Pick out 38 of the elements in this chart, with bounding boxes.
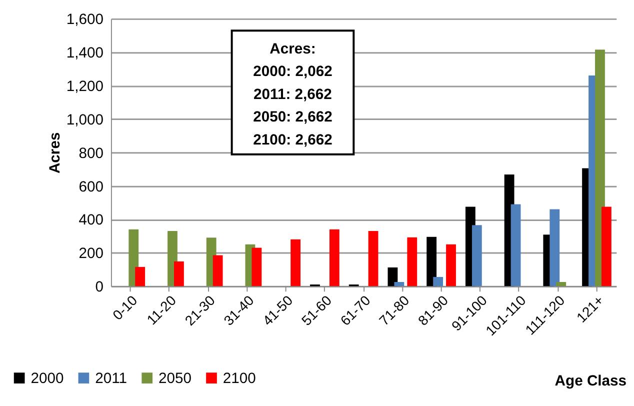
bar (290, 239, 300, 286)
legend-label: 2011 (95, 370, 128, 387)
bar (602, 206, 612, 286)
bar (510, 204, 521, 286)
bar (433, 276, 443, 286)
annotation: 2000: 2,062 (253, 64, 332, 80)
legend-label: 2050 (158, 370, 192, 387)
bar (407, 237, 418, 286)
y-tick-label: 600 (78, 179, 104, 196)
y-tick-label: 0 (95, 280, 104, 296)
bar (135, 266, 146, 286)
x-tick-label: 0-10 (109, 292, 140, 324)
y-tick-label: 200 (78, 246, 104, 262)
bar (329, 229, 340, 286)
y-tick-label: 1,400 (66, 46, 104, 62)
y-axis-title: Acres (47, 132, 64, 174)
y-tick-label: 400 (78, 212, 104, 229)
x-axis-title: Age Class (554, 374, 627, 390)
bar (426, 236, 437, 286)
y-tick-label: 1,200 (66, 79, 104, 96)
bar (174, 261, 184, 286)
y-tick-label: 1,000 (66, 112, 104, 128)
bar (550, 209, 560, 286)
annotation: 2011: 2,662 (254, 86, 332, 103)
bar (472, 225, 482, 286)
bar (212, 255, 223, 286)
bar (252, 248, 262, 286)
bar (368, 230, 378, 286)
bar (446, 244, 456, 286)
legend-label: 2000 (30, 370, 64, 387)
y-tick-label: 800 (78, 146, 104, 162)
y-tick-label: 1,600 (66, 12, 104, 28)
annotation: Acres: (270, 41, 316, 58)
annotation: 2050: 2,662 (253, 110, 332, 126)
annotation: 2100: 2,662 (253, 132, 332, 148)
legend-label: 2100 (222, 370, 256, 387)
bar (394, 282, 404, 286)
bar (556, 282, 566, 286)
